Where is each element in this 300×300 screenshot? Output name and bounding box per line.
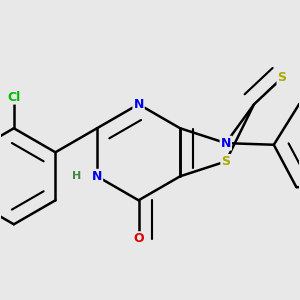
- Text: S: S: [221, 155, 230, 168]
- Text: O: O: [133, 232, 144, 245]
- Text: N: N: [134, 98, 144, 111]
- Text: H: H: [72, 171, 81, 181]
- Text: N: N: [220, 136, 231, 150]
- Text: S: S: [278, 71, 286, 85]
- Text: Cl: Cl: [7, 91, 20, 103]
- Text: N: N: [92, 170, 102, 183]
